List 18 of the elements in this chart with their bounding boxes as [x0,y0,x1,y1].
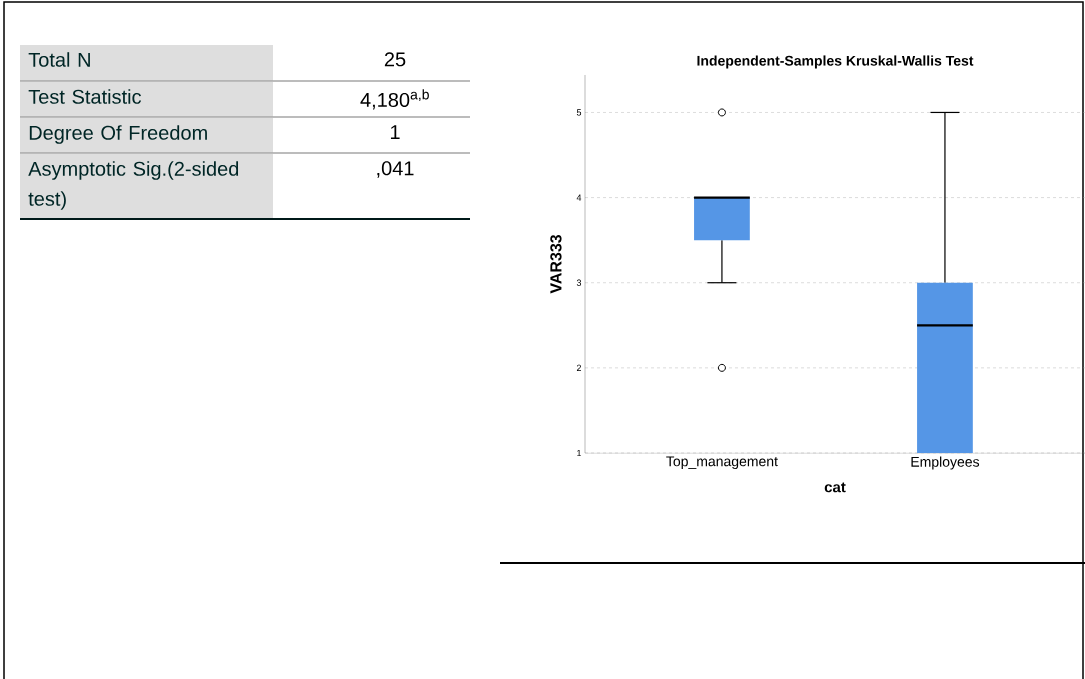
text: Asymptotic Sig.(2-sided test) [28,161,239,210]
y-axis-title: VAR333 [550,234,562,294]
text: Test Statistic [28,89,142,104]
x-axis-title: cat [824,482,846,493]
text: Total N [28,52,90,67]
text: 25 [384,52,406,67]
y-tick-label: 1 [577,449,582,457]
text: Degree Of Freedom [29,125,207,144]
chart-title: Independent-Samples Kruskal-Wallis Test [697,55,974,69]
y-tick-label: 2 [576,364,582,371]
y-tick-label: 5 [576,109,582,116]
x-tick-label: Employees [911,456,980,470]
y-tick-label: 4 [576,194,582,201]
text: ,041 [377,161,414,178]
y-tick-label: 3 [576,279,582,286]
text: 1 [390,125,400,139]
x-tick-label: Top_management [666,456,778,470]
text: 4,180$^{a,b}$ [360,89,429,110]
